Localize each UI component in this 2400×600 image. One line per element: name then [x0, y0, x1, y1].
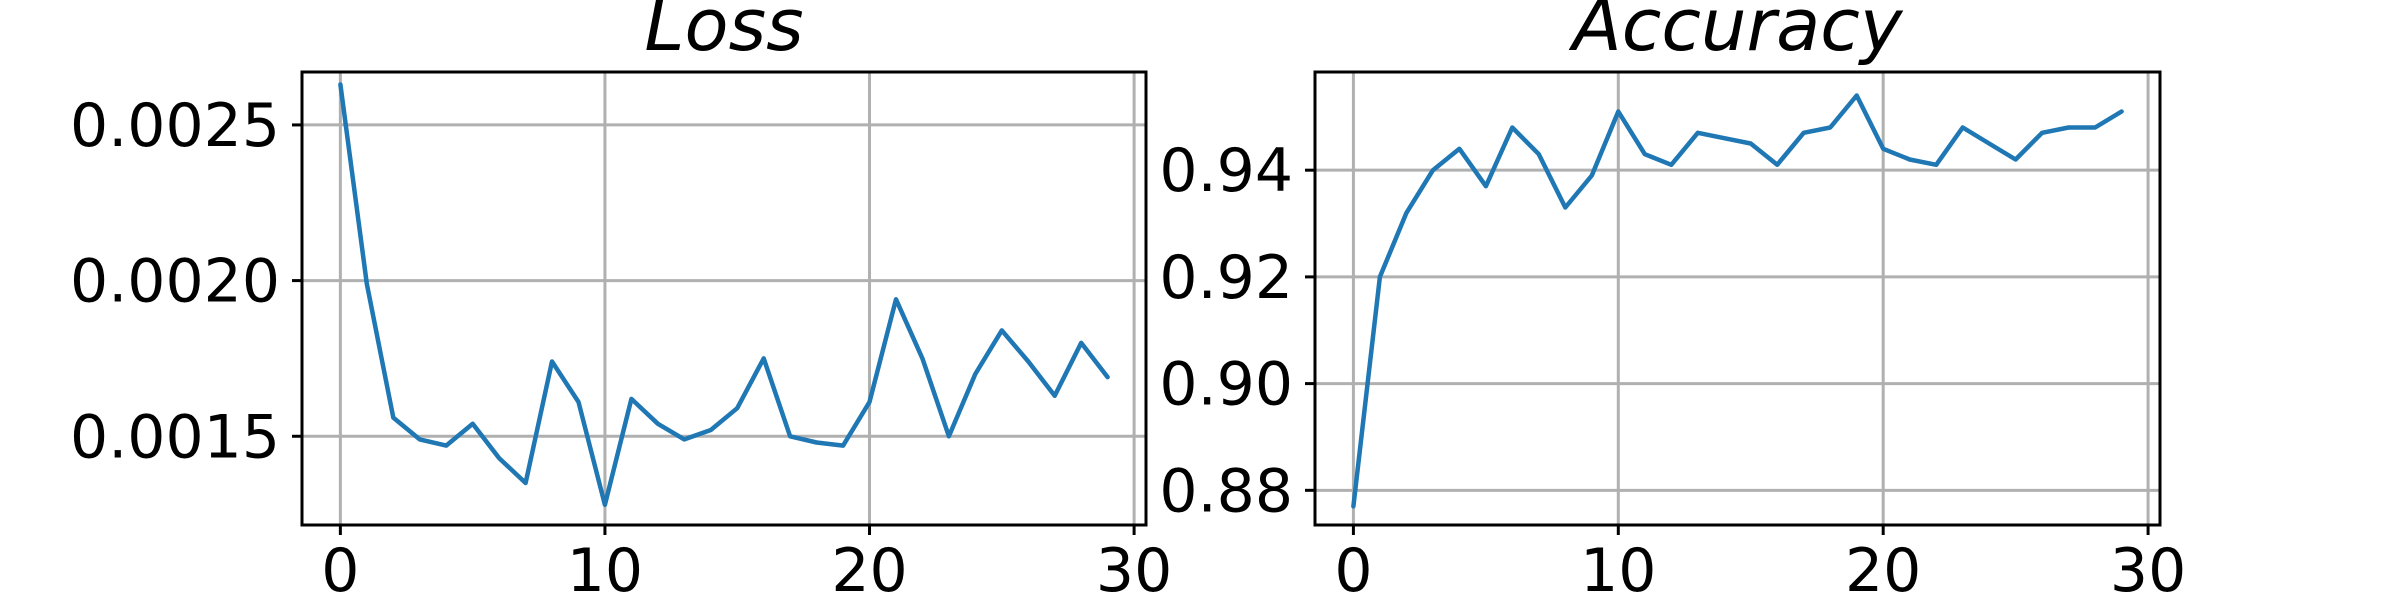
accuracy-x-tick-label-1: 10	[1580, 536, 1656, 600]
loss-axes-frame	[300, 70, 1148, 527]
accuracy-y-tick-label-0: 0.88	[1159, 456, 1293, 526]
accuracy-y-tick-label-1: 0.90	[1159, 350, 1293, 420]
accuracy-series-line-0	[1351, 93, 2124, 509]
accuracy-y-tick-label-3: 0.94	[1159, 136, 1293, 206]
loss-x-tick-label-2: 20	[831, 536, 907, 600]
accuracy-x-tick-label-3: 30	[2110, 536, 2186, 600]
loss-chart-title: Loss	[644, 0, 803, 67]
loss-chart: 0 10 20 30 0.0015 0.0020 0.0025 Loss	[70, 0, 1172, 600]
loss-y-tick-label-2: 0.0025	[70, 91, 280, 161]
loss-x-tick-label-0: 0	[321, 536, 359, 600]
loss-y-tick-label-0: 0.0015	[70, 402, 280, 472]
loss-y-tick-label-1: 0.0020	[70, 247, 280, 317]
accuracy-y-tick-label-2: 0.92	[1159, 243, 1293, 313]
loss-series-line-0	[338, 82, 1110, 508]
accuracy-axes-frame	[1313, 70, 2162, 527]
accuracy-chart: 0 10 20 30 0.88 0.90 0.92 0.94 Accuracy	[1159, 0, 2186, 600]
loss-x-tick-label-1: 10	[567, 536, 643, 600]
accuracy-x-tick-label-2: 20	[1845, 536, 1921, 600]
accuracy-chart-title: Accuracy	[1569, 0, 1904, 67]
accuracy-x-tick-label-0: 0	[1334, 536, 1372, 600]
loss-x-tick-label-3: 30	[1096, 536, 1172, 600]
